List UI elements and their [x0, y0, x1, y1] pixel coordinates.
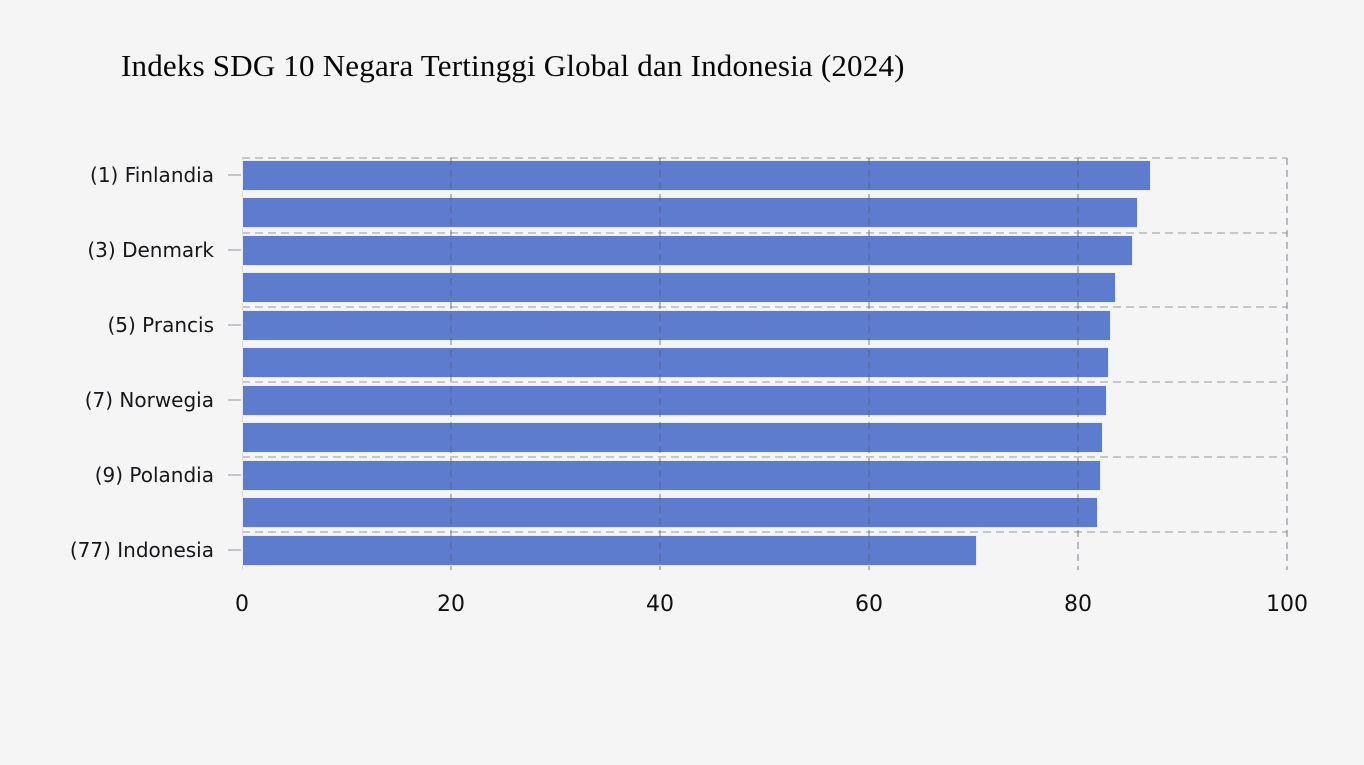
x-tick-label: 40: [646, 592, 674, 617]
x-gridline: [1077, 158, 1079, 570]
x-gridline: [450, 158, 452, 570]
bar: [242, 197, 1138, 229]
bar: [242, 422, 1104, 454]
bar: [242, 234, 1134, 266]
x-gridline: [659, 158, 661, 570]
bar: [242, 459, 1101, 491]
y-gridline: [242, 381, 1287, 384]
y-tick-mark: [228, 174, 241, 177]
y-tick-label: (77) Indonesia: [69, 538, 214, 563]
bar: [242, 159, 1152, 191]
x-tick-label: 60: [855, 592, 883, 617]
y-gridline: [242, 156, 1287, 159]
x-gridline: [868, 158, 870, 570]
y-tick-mark: [228, 549, 241, 552]
y-tick-mark: [228, 249, 241, 252]
y-tick-mark: [228, 474, 241, 477]
y-tick-label: (7) Norwegia: [84, 388, 214, 413]
y-gridline: [242, 531, 1287, 534]
x-tick-label: 100: [1266, 592, 1308, 617]
bar: [242, 384, 1108, 416]
bar: [242, 534, 977, 566]
y-gridline: [242, 231, 1287, 234]
bar: [242, 272, 1116, 304]
y-tick-label: (3) Denmark: [87, 238, 214, 263]
bar: [242, 347, 1110, 379]
y-gridline: [242, 306, 1287, 309]
x-gridline: [1286, 158, 1288, 570]
x-tick-label: 80: [1064, 592, 1092, 617]
y-tick-label: (9) Polandia: [94, 463, 214, 488]
x-tick-label: 20: [437, 592, 465, 617]
y-tick-mark: [228, 399, 241, 402]
bar: [242, 309, 1112, 341]
y-tick-label: (1) Finlandia: [90, 163, 214, 188]
y-tick-mark: [228, 324, 241, 327]
x-tick-label: 0: [235, 592, 249, 617]
chart-title: Indeks SDG 10 Negara Tertinggi Global da…: [121, 48, 905, 83]
y-tick-label: (5) Prancis: [107, 313, 214, 338]
y-gridline: [242, 456, 1287, 459]
bar: [242, 497, 1098, 529]
